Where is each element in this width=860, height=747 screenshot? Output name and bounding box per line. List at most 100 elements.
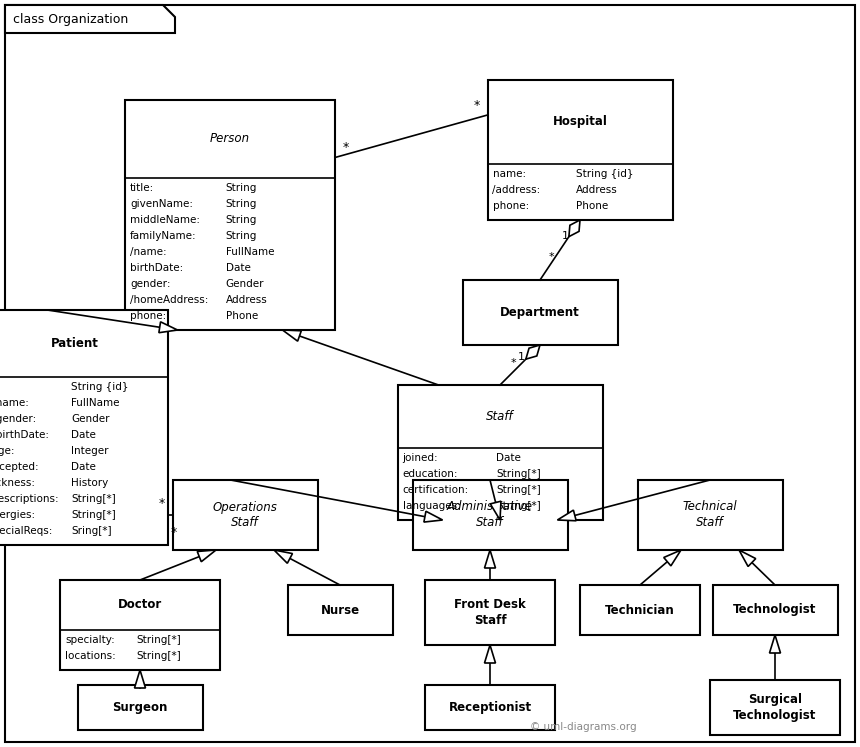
Bar xyxy=(0,310,168,545)
Text: Operations
Staff: Operations Staff xyxy=(212,500,278,530)
Text: certification:: certification: xyxy=(402,485,469,495)
Text: Sring[*]: Sring[*] xyxy=(71,526,112,536)
Text: Front Desk
Staff: Front Desk Staff xyxy=(454,598,525,627)
Text: accepted:: accepted: xyxy=(0,462,39,472)
Text: class Organization: class Organization xyxy=(13,13,128,25)
Text: String[*]: String[*] xyxy=(137,651,181,661)
Text: /age:: /age: xyxy=(0,446,14,456)
Text: Patient: Patient xyxy=(51,337,99,350)
Polygon shape xyxy=(557,510,576,521)
Text: String[*]: String[*] xyxy=(71,510,116,520)
Text: String {id}: String {id} xyxy=(576,169,634,179)
Polygon shape xyxy=(282,330,301,341)
Bar xyxy=(77,685,202,730)
Text: Staff: Staff xyxy=(486,410,513,423)
Text: /name:: /name: xyxy=(130,247,167,257)
Bar xyxy=(580,585,700,635)
Text: © uml-diagrams.org: © uml-diagrams.org xyxy=(530,722,636,732)
Polygon shape xyxy=(134,670,145,688)
Bar xyxy=(710,680,840,735)
Text: 1: 1 xyxy=(562,231,569,241)
Text: Address: Address xyxy=(226,295,267,305)
Text: Surgical
Technologist: Surgical Technologist xyxy=(734,693,817,722)
Bar xyxy=(60,580,220,670)
Text: familyName:: familyName: xyxy=(130,231,197,241)
Text: prescriptions:: prescriptions: xyxy=(0,494,59,504)
Text: *: * xyxy=(343,141,349,155)
Polygon shape xyxy=(5,5,175,33)
Text: String: String xyxy=(226,199,257,209)
Text: *: * xyxy=(549,252,554,261)
Text: Technical
Staff: Technical Staff xyxy=(683,500,737,530)
Text: FullName: FullName xyxy=(71,398,120,408)
Polygon shape xyxy=(484,550,495,568)
Polygon shape xyxy=(739,550,756,566)
Text: title:: title: xyxy=(130,183,154,193)
Text: ^name:: ^name: xyxy=(0,398,29,408)
Text: Hospital: Hospital xyxy=(553,116,607,128)
Polygon shape xyxy=(424,511,443,522)
Polygon shape xyxy=(664,550,681,566)
Text: /address:: /address: xyxy=(493,185,541,195)
Polygon shape xyxy=(569,220,580,237)
Bar xyxy=(425,580,555,645)
Polygon shape xyxy=(159,322,177,332)
Polygon shape xyxy=(490,501,501,520)
Text: String[*]: String[*] xyxy=(496,485,541,495)
Bar xyxy=(413,480,568,550)
Text: /homeAddress:: /homeAddress: xyxy=(130,295,208,305)
Text: specialty:: specialty: xyxy=(65,635,114,645)
Text: String: String xyxy=(226,183,257,193)
Polygon shape xyxy=(484,645,495,663)
Bar xyxy=(463,280,617,345)
Text: allergies:: allergies: xyxy=(0,510,35,520)
Bar xyxy=(712,585,838,635)
Text: Date: Date xyxy=(71,430,96,440)
Text: String {id}: String {id} xyxy=(71,382,129,392)
Bar xyxy=(287,585,392,635)
Text: Surgeon: Surgeon xyxy=(113,701,168,714)
Text: givenName:: givenName: xyxy=(130,199,193,209)
Bar xyxy=(637,480,783,550)
Text: birthDate:: birthDate: xyxy=(130,263,183,273)
Text: Date: Date xyxy=(226,263,250,273)
Text: String[*]: String[*] xyxy=(137,635,181,645)
Polygon shape xyxy=(197,550,216,562)
Text: *: * xyxy=(474,99,480,112)
Text: Phone: Phone xyxy=(576,201,609,211)
Bar xyxy=(425,685,555,730)
Bar xyxy=(397,385,603,520)
Text: FullName: FullName xyxy=(226,247,274,257)
Text: Nurse: Nurse xyxy=(321,604,359,616)
Text: String: String xyxy=(226,215,257,225)
Text: Integer: Integer xyxy=(71,446,109,456)
Text: sickness:: sickness: xyxy=(0,478,35,488)
Bar xyxy=(488,80,673,220)
Text: phone:: phone: xyxy=(130,311,166,321)
Text: Administrative
Staff: Administrative Staff xyxy=(447,500,533,530)
Text: languages:: languages: xyxy=(402,501,460,511)
Text: String[*]: String[*] xyxy=(496,469,541,479)
Text: String[*]: String[*] xyxy=(71,494,116,504)
Text: Phone: Phone xyxy=(226,311,258,321)
Text: Person: Person xyxy=(210,132,250,146)
Text: *: * xyxy=(170,526,177,539)
Text: *: * xyxy=(511,359,516,368)
Text: String[*]: String[*] xyxy=(496,501,541,511)
Text: specialReqs:: specialReqs: xyxy=(0,526,52,536)
Bar xyxy=(173,480,317,550)
Text: locations:: locations: xyxy=(65,651,116,661)
Text: Gender: Gender xyxy=(71,414,110,424)
Text: education:: education: xyxy=(402,469,458,479)
Text: middleName:: middleName: xyxy=(130,215,200,225)
Text: Address: Address xyxy=(576,185,618,195)
Polygon shape xyxy=(274,550,292,563)
Polygon shape xyxy=(770,635,781,653)
Text: joined:: joined: xyxy=(402,453,438,463)
Text: ^birthDate:: ^birthDate: xyxy=(0,430,50,440)
Text: Gender: Gender xyxy=(226,279,264,289)
Text: phone:: phone: xyxy=(493,201,529,211)
Text: Department: Department xyxy=(501,306,580,319)
Text: *: * xyxy=(158,497,165,510)
Text: Receptionist: Receptionist xyxy=(448,701,531,714)
